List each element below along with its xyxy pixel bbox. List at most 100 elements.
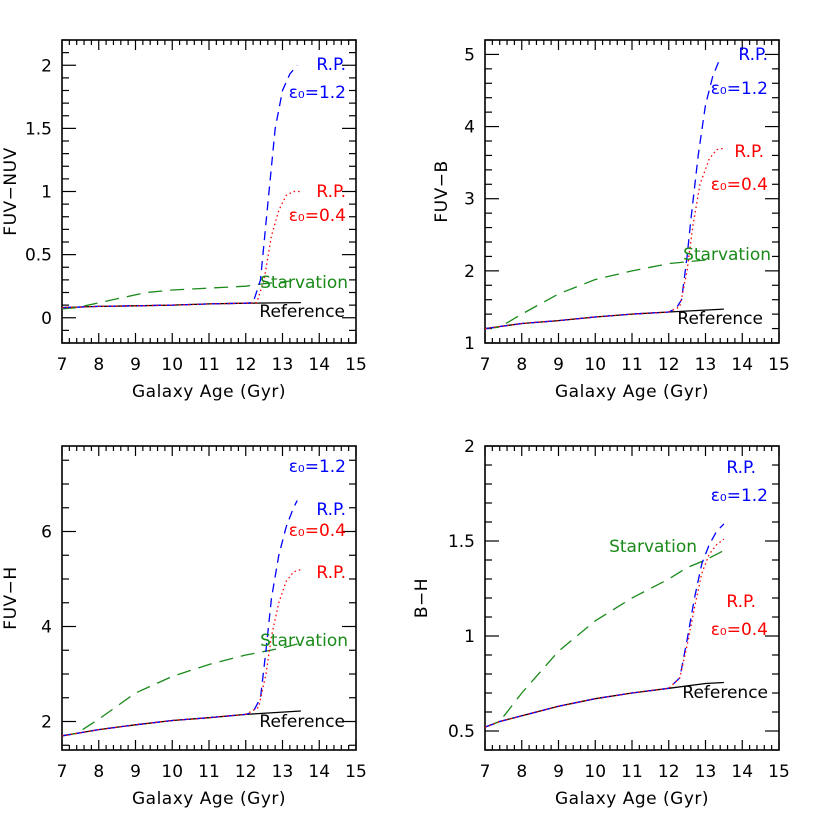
x-tick-label: 13 (272, 762, 294, 782)
x-tick-label: 9 (130, 355, 141, 375)
y-tick-label: 0.5 (25, 246, 52, 266)
x-tick-label: 10 (584, 762, 606, 782)
annotation-rp-eps-0-4: ε₀=0.4 (711, 175, 768, 195)
x-tick-label: 12 (235, 355, 257, 375)
x-tick-label: 7 (57, 355, 68, 375)
series-line-starvation (485, 258, 713, 330)
x-tick-label: 12 (658, 762, 680, 782)
y-tick-label: 2 (41, 713, 52, 733)
x-tick-label: 14 (308, 355, 330, 375)
y-axis-label: FUV−B (432, 160, 452, 222)
annotation-rp-eps-0-4: ε₀=0.4 (711, 620, 768, 640)
annotation-rp-eps-1-2: R.P. (316, 55, 346, 75)
y-tick-label: 1 (464, 334, 475, 354)
annotation-rp-eps-1-2: ε₀=1.2 (289, 83, 346, 103)
x-tick-label: 9 (130, 762, 141, 782)
y-axis-label: B−H (412, 578, 432, 618)
x-tick-label: 13 (695, 355, 717, 375)
x-tick-label: 15 (768, 355, 790, 375)
series-line-starvation (485, 549, 725, 728)
annotation-reference: Reference (259, 302, 345, 322)
y-axis-label: FUV−NUV (1, 147, 21, 235)
y-tick-label: 1 (41, 183, 52, 203)
annotation-starvation: Starvation (683, 245, 771, 265)
annotation-rp-eps-0-4: ε₀=0.4 (289, 206, 346, 226)
x-tick-label: 8 (516, 355, 527, 375)
y-axis-label: FUV−H (1, 566, 21, 629)
annotation-rp-eps-0-4: R.P. (316, 563, 346, 583)
x-tick-label: 14 (731, 355, 753, 375)
x-tick-label: 15 (345, 762, 367, 782)
x-axis-label: Galaxy Age (Gyr) (555, 382, 709, 402)
series-line-starvation (62, 642, 302, 737)
x-tick-label: 9 (553, 762, 564, 782)
y-tick-label: 6 (41, 523, 52, 543)
annotation-starvation: Starvation (260, 631, 348, 651)
series-line-rp-eps-0-4 (485, 147, 725, 330)
annotation-rp-eps-1-2: R.P. (738, 45, 768, 65)
y-tick-label: 0 (41, 309, 52, 329)
x-tick-label: 8 (516, 762, 527, 782)
x-tick-label: 11 (621, 762, 643, 782)
y-tick-label: 1.5 (25, 119, 52, 139)
annotation-rp-eps-1-2: R.P. (316, 500, 346, 520)
plot-frame (61, 445, 357, 751)
annotation-rp-eps-1-2: ε₀=1.2 (711, 486, 768, 506)
annotation-reference: Reference (259, 712, 345, 732)
x-tick-label: 11 (621, 355, 643, 375)
x-axis-label: Galaxy Age (Gyr) (132, 382, 286, 402)
y-tick-label: 3 (464, 190, 475, 210)
y-tick-label: 1 (464, 627, 475, 647)
x-tick-label: 10 (584, 355, 606, 375)
series-line-rp-eps-1-2 (485, 57, 721, 330)
annotation-starvation: Starvation (609, 537, 697, 557)
y-tick-label: 0.5 (448, 722, 475, 742)
y-tick-label: 4 (41, 618, 52, 638)
series-line-rp-eps-1-2 (485, 523, 725, 728)
annotation-rp-eps-1-2: ε₀=1.2 (289, 457, 346, 477)
annotation-reference: Reference (677, 309, 763, 329)
x-tick-label: 12 (658, 355, 680, 375)
x-tick-label: 7 (57, 762, 68, 782)
x-tick-label: 8 (93, 762, 104, 782)
y-tick-label: 5 (464, 45, 475, 65)
annotation-rp-eps-0-4: ε₀=0.4 (289, 521, 346, 541)
panel-4: 7 8 9 10 11 12 13 14 15 0.5 1 1.5 2 Galaxy Age (Gyr) B… (412, 437, 790, 809)
y-tick-label: 2 (41, 56, 52, 76)
x-tick-label: 14 (308, 762, 330, 782)
series-line-starvation (62, 280, 290, 310)
x-tick-label: 13 (272, 355, 294, 375)
y-tick-label: 2 (464, 262, 475, 282)
series-line-rp-eps-1-2 (62, 64, 298, 309)
x-tick-label: 14 (731, 762, 753, 782)
x-tick-label: 15 (345, 355, 367, 375)
y-tick-label: 1.5 (448, 532, 475, 552)
annotation-rp-eps-1-2: R.P. (726, 458, 756, 478)
x-tick-label: 8 (93, 355, 104, 375)
x-tick-label: 10 (161, 355, 183, 375)
x-tick-label: 7 (480, 355, 491, 375)
x-axis-label: Galaxy Age (Gyr) (555, 789, 709, 809)
x-tick-label: 15 (768, 762, 790, 782)
x-tick-label: 7 (480, 762, 491, 782)
y-tick-label: 2 (464, 437, 475, 457)
series-line-rp-eps-0-4 (62, 190, 301, 309)
y-tick-label: 4 (464, 118, 475, 138)
annotation-starvation: Starvation (260, 273, 348, 293)
x-tick-label: 11 (198, 762, 220, 782)
annotation-rp-eps-0-4: R.P. (726, 592, 756, 612)
x-axis-label: Galaxy Age (Gyr) (132, 789, 286, 809)
series-line-rp-eps-0-4 (62, 568, 302, 737)
annotation-rp-eps-0-4: R.P. (316, 182, 346, 202)
series-line-rp-eps-1-2 (62, 500, 298, 737)
panel-3: 7 8 9 10 11 12 13 14 15 2 4 6 Galaxy Age (Gyr) FUV−H ε… (1, 445, 367, 809)
x-tick-label: 13 (695, 762, 717, 782)
panel-1: 7 8 9 10 11 12 13 14 15 0 0.5 1 1.5 2 Galaxy Age (Gyr)… (1, 39, 367, 402)
annotation-reference: Reference (682, 683, 768, 703)
x-tick-label: 12 (235, 762, 257, 782)
annotation-rp-eps-1-2: ε₀=1.2 (711, 79, 768, 99)
x-tick-label: 9 (553, 355, 564, 375)
x-tick-label: 11 (198, 355, 220, 375)
